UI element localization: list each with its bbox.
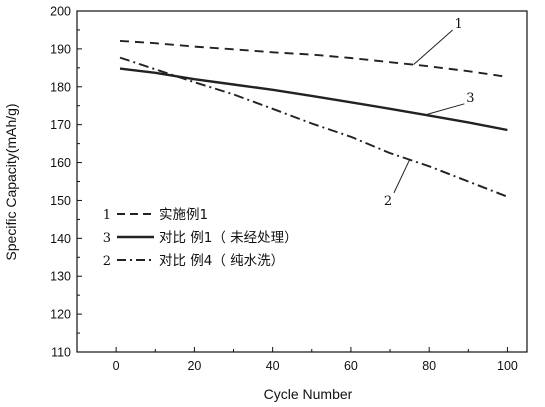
y-tick-label: 120 <box>50 308 71 322</box>
annotation-leader <box>393 159 411 194</box>
x-tick-label: 60 <box>344 359 358 373</box>
y-tick-label: 170 <box>50 118 71 132</box>
y-tick-label: 130 <box>50 270 71 284</box>
series-line-3 <box>119 56 508 198</box>
series-line-1 <box>119 39 508 78</box>
legend-label: 对比 例1（ 未经处理） <box>159 230 298 246</box>
y-tick-label: 200 <box>50 5 71 19</box>
y-tick-label: 110 <box>51 346 71 360</box>
y-tick-label: 180 <box>50 80 71 94</box>
annotation-label: 3 <box>466 91 474 106</box>
annotation-label: 1 <box>455 17 463 32</box>
legend-number: 3 <box>103 231 111 246</box>
y-tick-label: 150 <box>50 194 71 208</box>
y-tick-label: 140 <box>50 232 71 246</box>
y-axis-title: Specific Capacity(mAh/g) <box>3 103 19 260</box>
y-tick-label: 190 <box>50 42 71 56</box>
annotation-leader <box>413 29 453 66</box>
x-axis-title: Cycle Number <box>264 386 353 402</box>
x-tick-label: 20 <box>187 359 201 373</box>
x-tick-label: 40 <box>266 359 280 373</box>
legend-number: 2 <box>103 254 111 269</box>
legend-number: 1 <box>103 208 111 223</box>
annotation-leader <box>425 103 465 116</box>
annotation-label: 2 <box>384 194 392 209</box>
legend-label: 对比 例4（ 纯水洗） <box>159 253 284 269</box>
y-tick-label: 160 <box>50 156 71 170</box>
legend-label: 实施例1 <box>159 207 208 223</box>
x-tick-label: 80 <box>422 359 436 373</box>
x-tick-label: 100 <box>497 359 518 373</box>
x-tick-label: 0 <box>113 359 120 373</box>
plot-frame <box>76 10 528 353</box>
plot-area: 110 120 130 140 150 160 170 180 190 200 0 20 40 60 80 1… <box>50 5 528 373</box>
